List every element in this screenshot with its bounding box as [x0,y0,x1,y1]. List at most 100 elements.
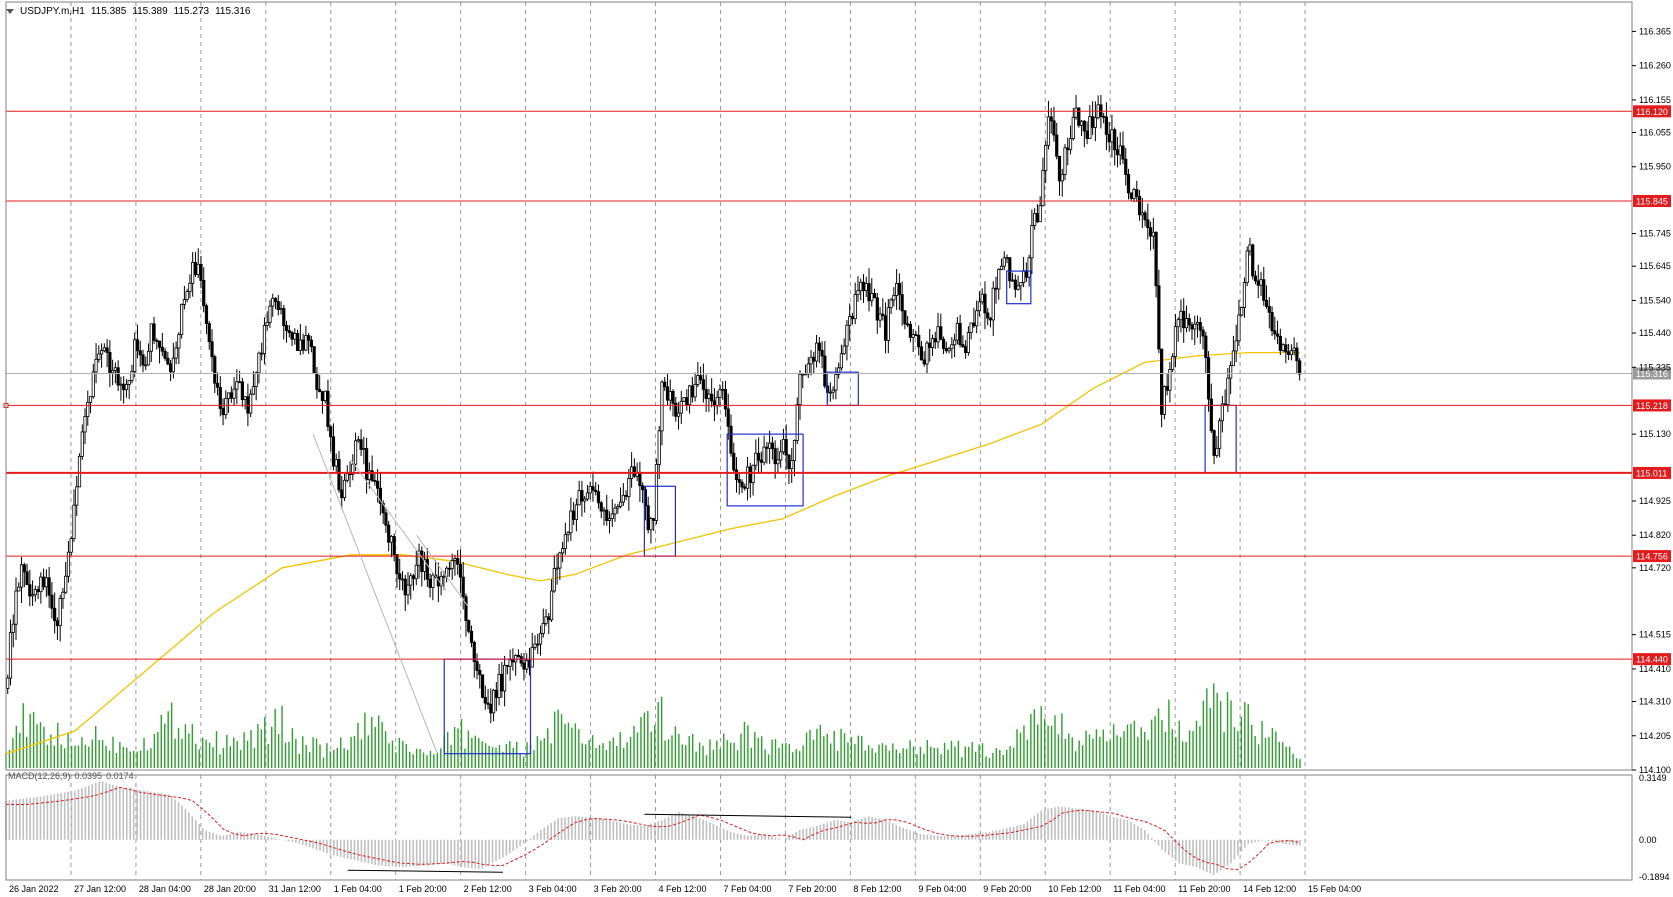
price-tick-label: 115.950 [1639,162,1671,172]
candle-body [359,439,363,450]
candle-body [1195,322,1200,325]
candle-body [726,408,730,427]
candle-body [1124,158,1128,175]
time-tick-label: 28 Jan 04:00 [139,884,191,894]
candle-body [828,391,832,394]
candle-body [406,584,410,596]
candle-body [679,400,683,414]
candle-body [569,510,573,534]
highlight-box [826,371,859,407]
candle-body [1033,213,1037,226]
level-price-label: 115.845 [1636,196,1668,206]
candle-body [654,464,659,521]
candle-body [373,480,377,482]
candle-body [334,459,338,467]
candle-body [624,494,628,497]
price-tick-label: 116.260 [1639,61,1671,71]
candle-body [1038,205,1042,223]
candle-body [1113,129,1117,151]
candle-body [903,310,907,325]
level-price-tag [1633,194,1671,207]
candle-body [784,438,788,456]
candle-body [453,558,457,561]
candle-body [872,292,877,299]
candle-body [1237,314,1241,342]
level-price-tag [1633,653,1671,666]
candle-body [674,402,678,417]
candle-body [895,283,899,296]
candle-body [28,584,32,597]
candle-body [1264,299,1269,307]
time-tick-label: 1 Feb 04:00 [334,884,382,894]
candle-body [409,575,413,586]
candle-body [141,354,145,366]
candle-body [740,481,744,488]
candle-body [168,363,173,373]
level-price-tag [1633,550,1671,563]
candle-body [657,430,661,465]
candle-body [983,293,987,314]
candle-body [1085,130,1089,139]
candle-body [202,280,206,307]
candle-body [1289,350,1293,355]
candle-body [290,332,294,340]
candle-body [710,393,714,402]
candle-body [704,388,708,399]
candle-body [138,350,142,356]
candle-body [1121,145,1125,160]
candle-body [530,646,534,668]
candle-body [721,388,725,391]
candle-body [122,383,126,391]
level-price-label: 115.011 [1636,468,1667,478]
macd-divergence-line [644,813,852,818]
price-tick-label: 114.515 [1639,630,1671,640]
candle-body [1275,333,1280,337]
candle-body [83,416,87,433]
candle-body [91,371,95,398]
candle-body [232,388,236,399]
macd-header: MACD(12,26,9) 0.0395 0.0174 [8,771,134,781]
candle-body [1126,174,1131,194]
candle-body [240,381,244,401]
candle-body [69,538,73,553]
candle-body [994,287,998,290]
candle-body [282,308,286,326]
candle-body [273,297,278,303]
candle-body [1055,134,1059,157]
candle-body [641,485,645,491]
candle-body [284,325,289,332]
chevron-down-icon[interactable] [6,9,14,14]
candle-body [174,347,178,359]
price-tick-label: 114.410 [1639,664,1671,674]
candle-body [403,578,407,596]
level-price-tag [1633,105,1671,118]
grid-lines [70,2,1306,880]
candle-body [1008,257,1012,282]
candle-body [80,431,84,457]
candle-body [387,524,391,543]
candle-body [1044,144,1048,171]
candle-body [781,438,786,453]
price-tick-label: 115.335 [1639,362,1671,372]
candle-body [795,404,799,441]
candle-body [1146,219,1150,229]
candle-body [649,518,653,531]
candle-body [1049,116,1053,122]
candle-body [886,307,890,341]
close-value: 115.316 [215,6,251,17]
candle-body [478,670,482,676]
candle-body [1157,285,1161,350]
candle-body [1223,403,1227,406]
candle-body [207,323,211,343]
candle-body [1267,306,1271,313]
candle-body [1234,340,1238,352]
candle-body [952,339,957,346]
candle-body [224,398,228,416]
candle-body [1240,307,1244,316]
candle-body [135,339,140,352]
candle-body [329,426,333,438]
candle-body [55,620,60,627]
candle-body [486,702,490,705]
price-tick-label: 115.440 [1639,328,1671,338]
time-tick-label: 7 Feb 20:00 [788,884,836,894]
